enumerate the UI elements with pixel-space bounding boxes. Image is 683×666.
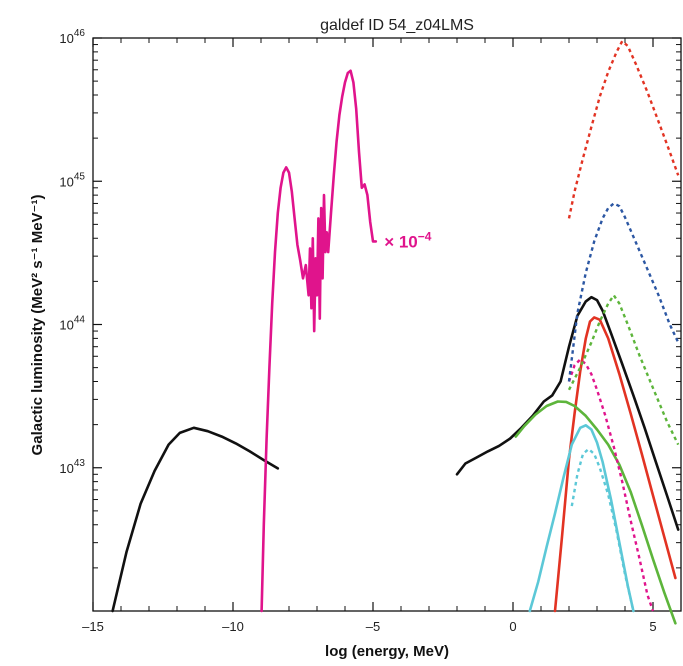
chart-title: galdef ID 54_z04LMS bbox=[320, 17, 474, 34]
x-axis-label: log (energy, MeV) bbox=[325, 643, 449, 660]
y-tick-base: 10 bbox=[59, 174, 73, 189]
x-tick-label: –10 bbox=[222, 619, 244, 634]
series-6 bbox=[570, 447, 635, 612]
series-line bbox=[111, 426, 280, 613]
x-tick-label: 0 bbox=[509, 619, 516, 634]
y-tick-label: 1044 bbox=[59, 315, 85, 333]
y-tick-label: 1046 bbox=[59, 28, 85, 46]
series-layer bbox=[111, 40, 680, 625]
scale-annotation: × 10−4 bbox=[384, 229, 432, 251]
x-tick-label: –15 bbox=[82, 619, 104, 634]
plot-frame bbox=[92, 37, 682, 612]
series-4 bbox=[514, 400, 677, 625]
series-8 bbox=[567, 294, 680, 446]
series-9 bbox=[567, 202, 680, 382]
series-10 bbox=[567, 40, 680, 219]
series-5 bbox=[528, 423, 635, 613]
series-line bbox=[570, 447, 635, 612]
y-axis-label: Galactic luminosity (MeV² s⁻¹ MeV⁻¹) bbox=[29, 195, 46, 456]
series-line bbox=[455, 295, 680, 531]
series-7 bbox=[567, 358, 655, 612]
series-1 bbox=[111, 426, 280, 613]
series-line bbox=[567, 202, 680, 382]
series-2 bbox=[455, 295, 680, 531]
series-line bbox=[514, 400, 677, 625]
annotation-text: × 10 bbox=[384, 232, 418, 251]
series-line bbox=[567, 294, 680, 446]
series-line bbox=[567, 40, 680, 219]
series-11 bbox=[260, 69, 378, 613]
y-tick-exponent: 44 bbox=[74, 315, 86, 326]
y-tick-exponent: 43 bbox=[74, 458, 86, 469]
annotation-exponent: −4 bbox=[418, 229, 432, 243]
series-line bbox=[553, 316, 677, 613]
y-tick-base: 10 bbox=[59, 318, 73, 333]
y-tick-base: 10 bbox=[59, 31, 73, 46]
y-tick-base: 10 bbox=[59, 461, 73, 476]
series-line bbox=[528, 423, 635, 613]
y-tick-label: 1045 bbox=[59, 171, 85, 189]
series-line bbox=[260, 69, 378, 613]
y-tick-exponent: 46 bbox=[74, 28, 86, 39]
y-tick-exponent: 45 bbox=[74, 171, 86, 182]
y-tick-label: 1043 bbox=[59, 458, 85, 476]
x-tick-label: –5 bbox=[366, 619, 380, 634]
series-3 bbox=[553, 316, 677, 613]
x-tick-label: 5 bbox=[649, 619, 656, 634]
series-line bbox=[567, 358, 655, 612]
axis-ticks bbox=[92, 37, 682, 611]
